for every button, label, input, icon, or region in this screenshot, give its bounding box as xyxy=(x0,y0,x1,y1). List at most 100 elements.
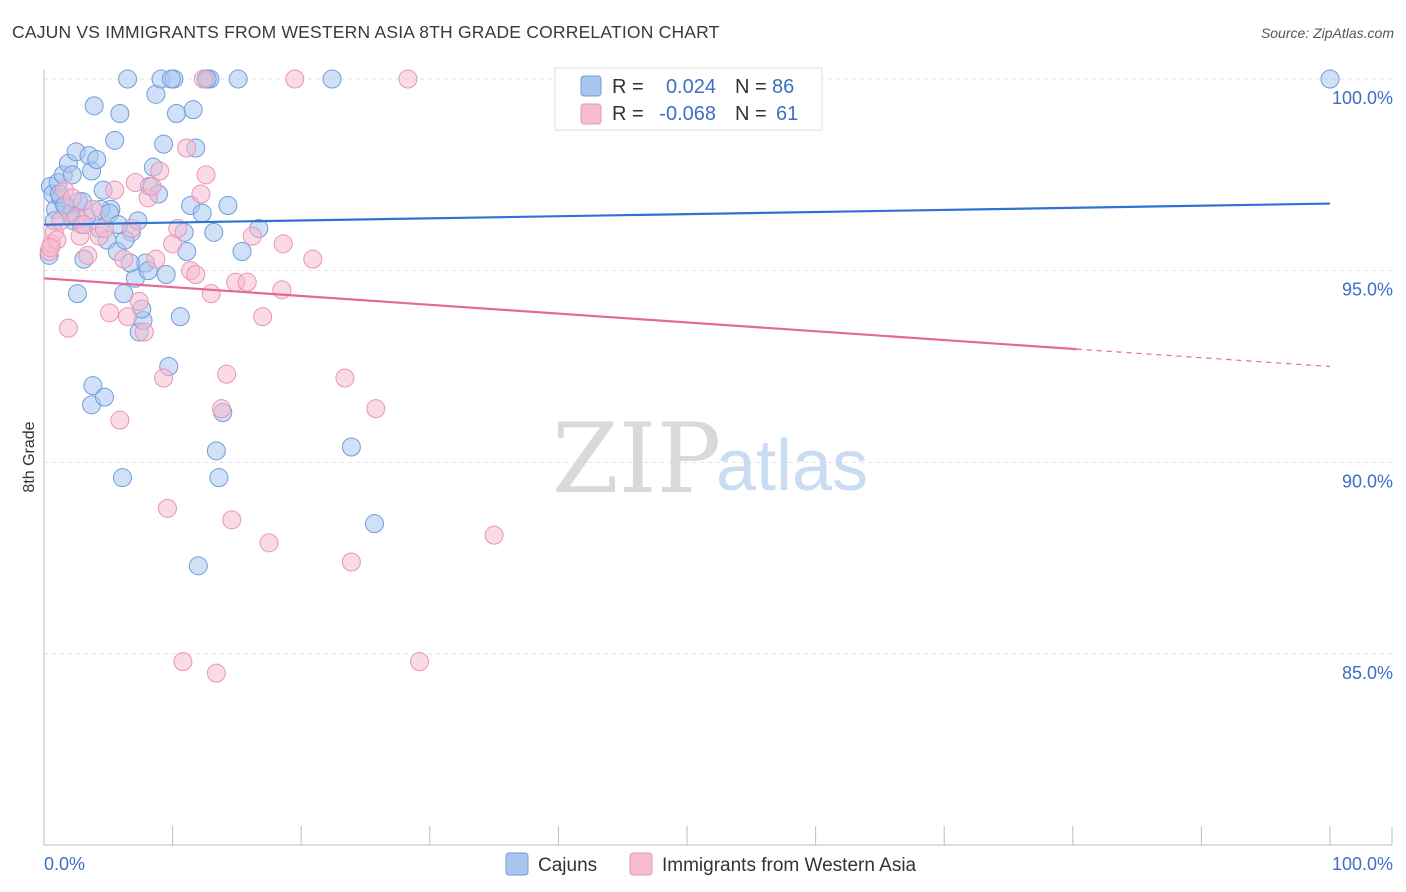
watermark-atlas: atlas xyxy=(716,426,868,506)
blue-point-68 xyxy=(94,387,114,407)
pink-point-55 xyxy=(398,69,418,89)
pink-point-32 xyxy=(173,652,193,672)
pink-point-6 xyxy=(58,318,78,338)
blue-point-59 xyxy=(232,242,252,261)
pink-point-47 xyxy=(259,533,279,553)
pink-trend-line-extension xyxy=(1076,348,1331,368)
y-tick-label-1: 95.0% xyxy=(1342,280,1393,300)
blue-point-57 xyxy=(218,196,238,215)
blue-point-62 xyxy=(341,437,361,457)
pink-point-46 xyxy=(253,307,273,327)
pink-point-52 xyxy=(335,368,355,388)
chart-source: Source: ZipAtlas.com xyxy=(1260,25,1394,41)
pink-point-56 xyxy=(410,652,430,672)
pink-point-35 xyxy=(186,265,206,284)
blue-point-47 xyxy=(183,100,203,120)
blue-point-70 xyxy=(112,468,132,488)
watermark-zip: ZIP xyxy=(552,403,721,515)
blue-point-49 xyxy=(188,556,208,576)
pink-point-25 xyxy=(142,176,162,196)
legend-r-value-blue: 0.024 xyxy=(666,76,716,98)
pink-point-39 xyxy=(206,663,226,683)
x-tick-label-min: 0.0% xyxy=(44,854,85,874)
grid-lines xyxy=(44,78,1392,655)
blue-point-53 xyxy=(204,222,224,242)
pink-point-12 xyxy=(83,199,103,219)
blue-point-64 xyxy=(1320,69,1340,89)
blue-point-25 xyxy=(110,104,130,123)
y-tick-label-2: 90.0% xyxy=(1342,471,1393,491)
blue-point-39 xyxy=(156,265,176,284)
y-tick-label-0: 100.0% xyxy=(1332,88,1393,108)
pink-point-14 xyxy=(94,219,114,238)
pink-point-7 xyxy=(62,188,82,208)
pink-point-37 xyxy=(196,165,216,185)
legend-n-value-blue: 86 xyxy=(772,76,794,98)
pink-point-41 xyxy=(217,364,237,384)
pink-point-53 xyxy=(341,552,361,572)
pink-point-23 xyxy=(134,322,154,342)
pink-point-22 xyxy=(129,291,149,311)
legend-n-label-blue: N = xyxy=(735,76,767,98)
blue-point-54 xyxy=(206,441,226,461)
x-axis-ticks xyxy=(43,826,1393,845)
blue-point-66 xyxy=(83,376,103,396)
blue-point-23 xyxy=(105,130,125,150)
pink-point-51 xyxy=(303,249,323,269)
blue-point-58 xyxy=(228,69,248,89)
pink-point-29 xyxy=(157,498,177,518)
blue-point-65 xyxy=(67,284,87,304)
bottom-legend-label-cajuns: Cajuns xyxy=(538,855,597,876)
pink-point-19 xyxy=(118,307,138,327)
pink-point-33 xyxy=(177,138,197,158)
legend-n-label-pink: N = xyxy=(735,103,767,125)
pink-point-21 xyxy=(125,173,145,192)
bottom-legend-label-western-asia: Immigrants from Western Asia xyxy=(662,855,917,876)
legend-swatch-pink xyxy=(580,103,602,125)
blue-point-43 xyxy=(170,307,190,327)
legend-swatch-blue xyxy=(580,75,602,97)
pink-point-31 xyxy=(168,219,188,238)
blue-point-38 xyxy=(154,134,174,154)
y-tick-label-3: 85.0% xyxy=(1342,663,1393,683)
legend-n-value-pink: 61 xyxy=(776,103,798,125)
trend-lines xyxy=(43,202,1331,368)
pink-point-15 xyxy=(100,303,120,323)
pink-point-50 xyxy=(285,69,305,89)
blue-point-27 xyxy=(118,69,138,89)
blue-point-50 xyxy=(192,203,212,223)
pink-point-60 xyxy=(40,238,60,258)
pink-point-11 xyxy=(78,245,98,265)
legend-box: R = 0.024 N = 86 R = -0.068 N = 61 xyxy=(554,67,823,131)
pink-trend-line xyxy=(43,277,1077,351)
blue-point-80 xyxy=(161,69,181,89)
y-tick-labels: 100.0% 95.0% 90.0% 85.0% xyxy=(1332,88,1393,683)
pink-point-49 xyxy=(273,234,293,254)
pink-point-45 xyxy=(242,226,262,246)
pink-point-59 xyxy=(193,69,213,89)
blue-point-17 xyxy=(84,96,104,116)
blue-point-42 xyxy=(166,104,186,123)
blue-point-74 xyxy=(62,165,82,185)
blue-point-18 xyxy=(87,150,107,169)
pink-point-38 xyxy=(201,284,221,304)
pink-point-44 xyxy=(237,272,257,292)
series-western-asia-points xyxy=(39,69,706,683)
pink-point-57 xyxy=(484,525,504,545)
blue-point-61 xyxy=(322,69,342,89)
pink-point-18 xyxy=(114,249,134,269)
pink-point-42 xyxy=(222,510,242,530)
x-tick-label-max: 100.0% xyxy=(1332,854,1393,874)
blue-point-63 xyxy=(365,514,385,534)
pink-point-17 xyxy=(110,410,130,430)
pink-point-26 xyxy=(146,249,166,269)
chart-title: CAJUN VS IMMIGRANTS FROM WESTERN ASIA 8T… xyxy=(12,22,720,42)
pink-point-27 xyxy=(150,161,170,181)
y-axis-title: 8th Grade xyxy=(21,421,38,492)
pink-point-54 xyxy=(366,399,386,419)
blue-point-55 xyxy=(209,468,229,488)
legend-r-label-blue: R = xyxy=(612,76,644,98)
legend-r-value-pink: -0.068 xyxy=(659,103,716,125)
pink-point-36 xyxy=(191,184,211,204)
